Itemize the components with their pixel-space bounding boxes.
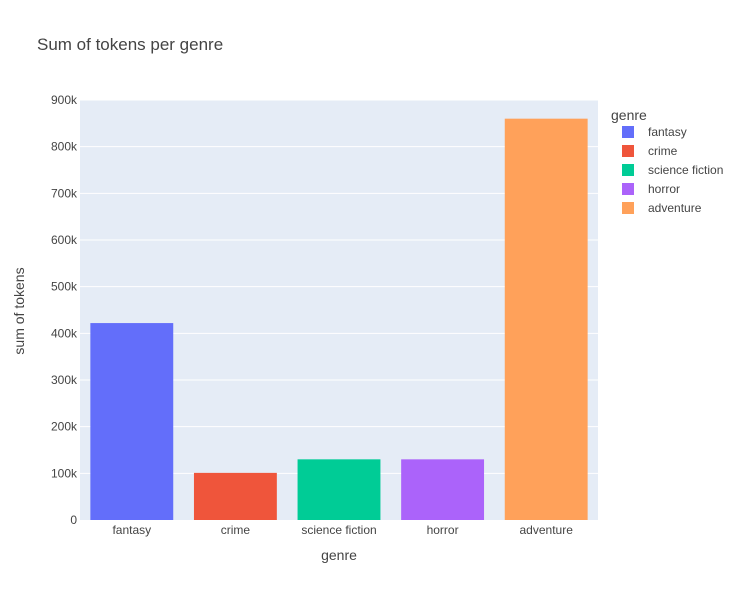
bar-adventure[interactable] (504, 118, 588, 521)
y-tick-label: 800k (51, 140, 78, 154)
bar-crime[interactable] (193, 472, 277, 520)
y-tick-label: 900k (51, 93, 78, 107)
x-tick-labels: fantasy crime science fiction horror adventu… (112, 523, 573, 537)
y-tick-label: 600k (51, 233, 78, 247)
y-tick-label: 400k (51, 326, 78, 340)
legend-item[interactable]: horror (648, 182, 680, 196)
x-tick-label: horror (427, 523, 459, 537)
legend-item[interactable]: crime (648, 144, 678, 158)
bar-fantasy[interactable] (90, 323, 174, 520)
y-tick-labels: 0 100k 200k 300k 400k 500k 600k 700k 800k 900k (51, 93, 78, 527)
bar-horror[interactable] (401, 459, 485, 520)
legend-swatch (622, 145, 634, 157)
legend-title: genre (611, 107, 647, 123)
y-tick-label: 100k (51, 466, 78, 480)
y-tick-label: 200k (51, 420, 78, 434)
legend: genre fantasy crime science fiction horror a… (611, 107, 723, 215)
y-axis-title: sum of tokens (11, 267, 27, 354)
y-tick-label: 700k (51, 186, 78, 200)
y-tick-label: 0 (70, 513, 77, 527)
legend-item[interactable]: science fiction (648, 163, 723, 177)
x-tick-label: science fiction (301, 523, 376, 537)
y-tick-label: 300k (51, 373, 78, 387)
x-tick-label: adventure (520, 523, 574, 537)
x-tick-label: fantasy (112, 523, 151, 537)
legend-item[interactable]: adventure (648, 201, 702, 215)
y-tick-label: 500k (51, 280, 78, 294)
x-tick-label: crime (221, 523, 251, 537)
bar-science-fiction[interactable] (297, 459, 381, 520)
chart-title: Sum of tokens per genre (37, 35, 223, 54)
legend-item[interactable]: fantasy (648, 125, 687, 139)
legend-swatch (622, 126, 634, 138)
x-axis-title: genre (321, 547, 357, 563)
legend-swatch (622, 164, 634, 176)
legend-swatch (622, 202, 634, 214)
legend-swatch (622, 183, 634, 195)
bars (90, 118, 588, 521)
